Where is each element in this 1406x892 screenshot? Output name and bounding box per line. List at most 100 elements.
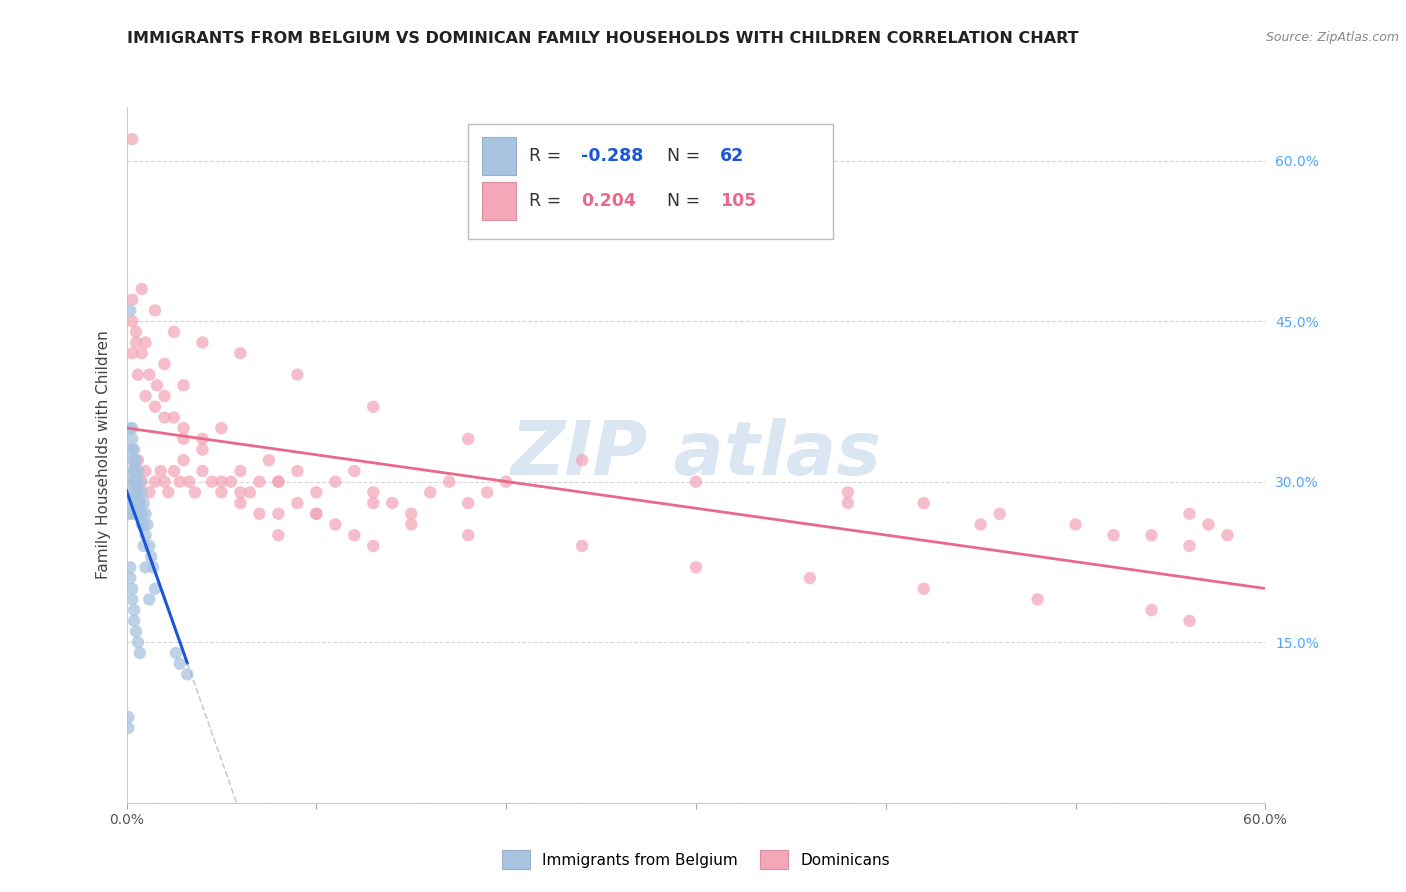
Point: [136, 517, 159, 532]
Point: [419, 485, 441, 500]
Point: [122, 453, 145, 467]
Point: [131, 346, 153, 360]
Point: [128, 496, 150, 510]
Point: [153, 410, 176, 425]
Point: [153, 357, 176, 371]
Point: [131, 517, 153, 532]
Point: [127, 453, 149, 467]
Point: [138, 485, 160, 500]
Point: [477, 485, 499, 500]
Point: [1064, 517, 1087, 532]
Point: [127, 485, 149, 500]
Point: [381, 496, 404, 510]
Point: [117, 721, 139, 735]
Point: [117, 507, 139, 521]
Point: [122, 464, 145, 478]
Point: [305, 485, 328, 500]
Point: [153, 475, 176, 489]
FancyBboxPatch shape: [482, 136, 516, 175]
Text: R =: R =: [529, 147, 561, 165]
Point: [363, 539, 385, 553]
Point: [132, 539, 155, 553]
Point: [128, 507, 150, 521]
Point: [191, 432, 214, 446]
Point: [165, 646, 187, 660]
Point: [495, 475, 517, 489]
Point: [1178, 614, 1201, 628]
Point: [121, 453, 143, 467]
Point: [1216, 528, 1239, 542]
Legend: Immigrants from Belgium, Dominicans: Immigrants from Belgium, Dominicans: [496, 845, 896, 875]
Point: [121, 464, 143, 478]
Point: [267, 475, 290, 489]
Point: [125, 624, 148, 639]
Text: Source: ZipAtlas.com: Source: ZipAtlas.com: [1265, 31, 1399, 45]
Point: [141, 549, 163, 564]
Point: [125, 464, 148, 478]
Point: [1140, 528, 1163, 542]
Point: [988, 507, 1011, 521]
Point: [131, 282, 153, 296]
Point: [131, 475, 153, 489]
Point: [179, 475, 201, 489]
Point: [127, 464, 149, 478]
Point: [143, 400, 166, 414]
Point: [153, 389, 176, 403]
Point: [249, 507, 271, 521]
Point: [138, 592, 160, 607]
Point: [191, 442, 214, 457]
Point: [149, 464, 172, 478]
Y-axis label: Family Households with Children: Family Households with Children: [96, 331, 111, 579]
Point: [229, 496, 252, 510]
Point: [122, 485, 145, 500]
Point: [135, 335, 156, 350]
Point: [120, 442, 142, 457]
Point: [142, 560, 165, 574]
Point: [121, 442, 143, 457]
Point: [343, 464, 366, 478]
Text: N =: N =: [668, 192, 700, 210]
Point: [131, 507, 153, 521]
FancyBboxPatch shape: [482, 182, 516, 220]
Point: [121, 475, 143, 489]
Point: [135, 464, 156, 478]
Point: [1198, 517, 1220, 532]
Point: [121, 507, 143, 521]
Point: [169, 657, 191, 671]
Point: [191, 335, 214, 350]
Point: [970, 517, 993, 532]
Point: [121, 346, 143, 360]
Point: [143, 303, 166, 318]
Point: [120, 496, 142, 510]
Point: [229, 485, 252, 500]
Text: -0.288: -0.288: [581, 147, 644, 165]
Point: [211, 421, 233, 435]
Point: [201, 475, 224, 489]
Point: [837, 485, 859, 500]
Point: [120, 571, 142, 585]
Point: [191, 464, 214, 478]
Point: [239, 485, 262, 500]
Point: [120, 560, 142, 574]
Point: [163, 464, 186, 478]
Text: 62: 62: [720, 147, 744, 165]
Point: [571, 453, 593, 467]
Point: [125, 485, 148, 500]
Point: [837, 496, 859, 510]
Point: [122, 496, 145, 510]
Point: [146, 378, 169, 392]
Point: [176, 667, 198, 681]
Point: [122, 603, 145, 617]
FancyBboxPatch shape: [468, 124, 832, 239]
Point: [287, 368, 309, 382]
Point: [125, 453, 148, 467]
Point: [1140, 603, 1163, 617]
Point: [1178, 539, 1201, 553]
Point: [121, 132, 143, 146]
Point: [135, 507, 156, 521]
Point: [132, 517, 155, 532]
Point: [363, 400, 385, 414]
Point: [157, 485, 180, 500]
Point: [184, 485, 207, 500]
Point: [912, 496, 935, 510]
